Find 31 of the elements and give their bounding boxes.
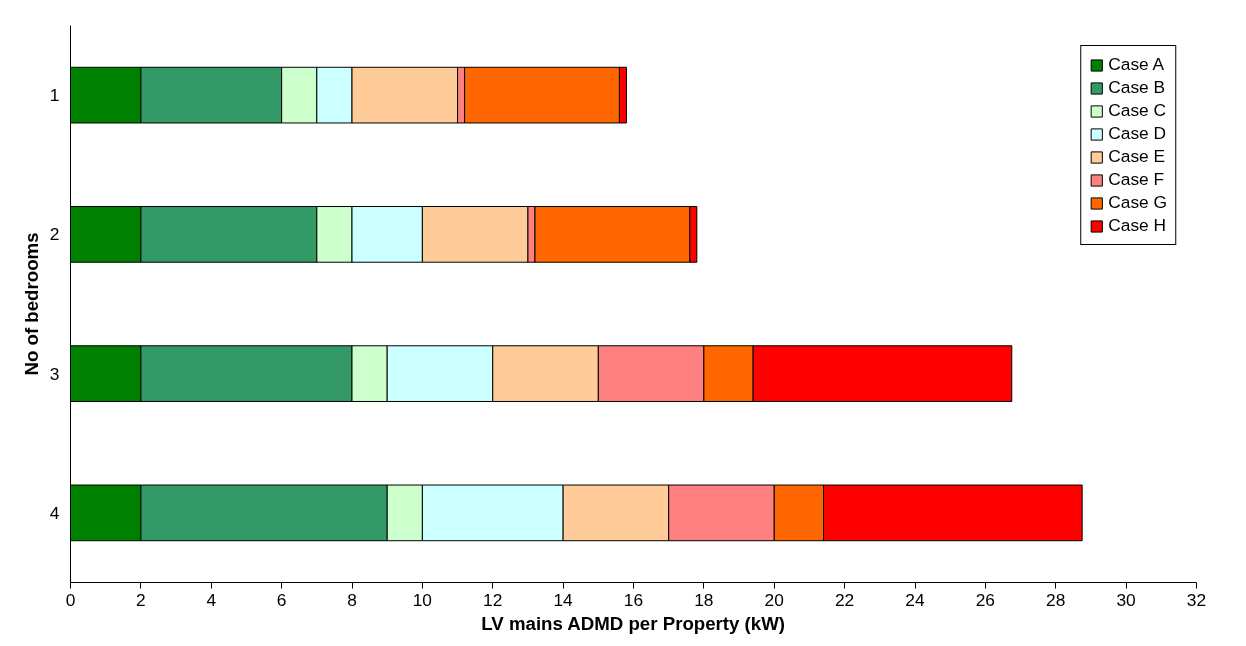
x-tick-label: 8 xyxy=(347,589,357,610)
x-tick-label: 16 xyxy=(623,589,644,610)
legend-label: Case A xyxy=(1108,54,1165,75)
y-tick-label: 2 xyxy=(49,224,60,245)
x-tick-label: 2 xyxy=(136,589,146,610)
x-tick-label: 28 xyxy=(1046,589,1066,610)
legend-label: Case G xyxy=(1108,192,1167,213)
x-tick-label: 30 xyxy=(1116,589,1136,610)
legend-label: Case E xyxy=(1108,146,1166,167)
legend-label: Case F xyxy=(1108,169,1165,190)
x-tick-label: 4 xyxy=(206,589,217,610)
x-tick-label: 14 xyxy=(553,589,574,610)
y-tick-label: 4 xyxy=(49,502,60,523)
legend-label: Case C xyxy=(1108,100,1167,121)
x-tick-label: 18 xyxy=(694,589,714,610)
x-tick-label: 6 xyxy=(276,589,287,610)
x-tick-label: 26 xyxy=(975,589,996,610)
x-tick-label: 0 xyxy=(65,589,76,610)
x-tick-label: 24 xyxy=(905,589,925,610)
x-axis-title: LV mains ADMD per Property (kW) xyxy=(481,612,786,634)
y-axis-title: No of bedrooms xyxy=(20,232,42,376)
x-tick-label: 22 xyxy=(834,589,855,610)
y-tick-label: 1 xyxy=(49,85,60,106)
legend-label: Case B xyxy=(1108,77,1166,98)
legend-label: Case H xyxy=(1108,215,1167,236)
x-tick-label: 32 xyxy=(1186,589,1207,610)
x-tick-label: 20 xyxy=(764,589,784,610)
y-tick-label: 3 xyxy=(49,363,60,384)
x-tick-label: 10 xyxy=(412,589,433,610)
x-tick-label: 12 xyxy=(483,589,503,610)
legend-label: Case D xyxy=(1108,123,1167,144)
